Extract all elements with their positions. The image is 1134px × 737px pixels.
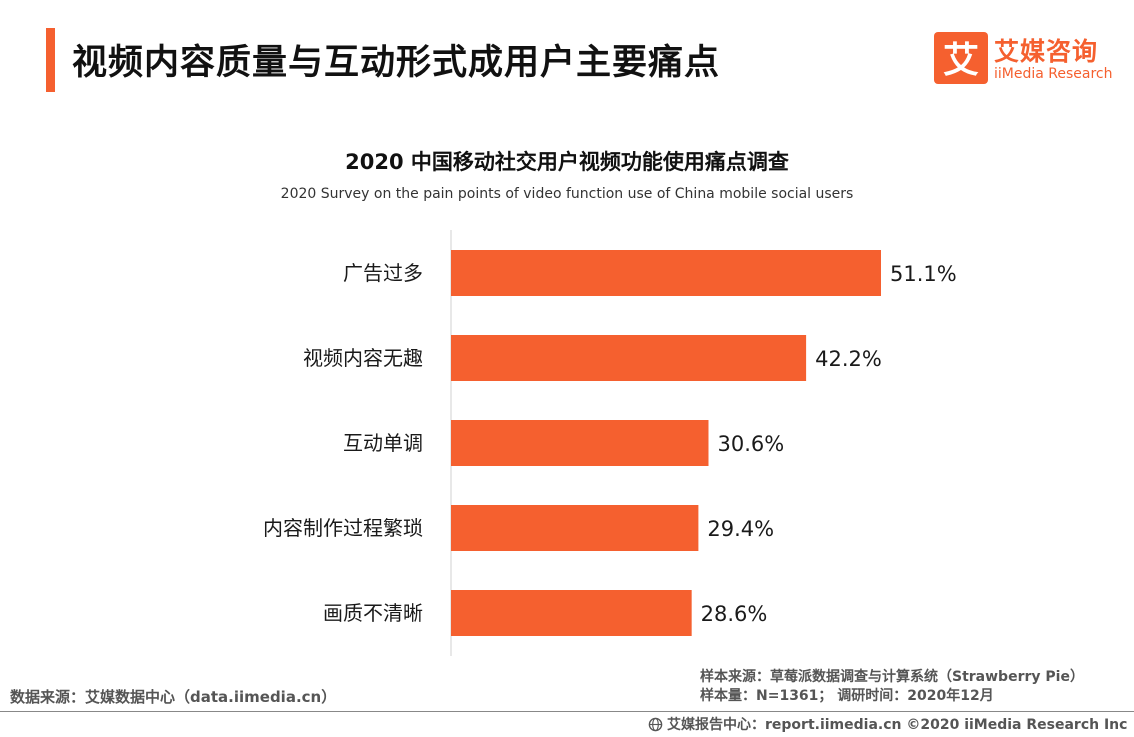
data-label: 51.1% xyxy=(890,262,957,286)
category-label: 内容制作过程繁琐 xyxy=(263,516,423,540)
data-label: 28.6% xyxy=(701,602,768,626)
data-label: 42.2% xyxy=(815,347,882,371)
sample-info: 样本量：N=1361； 调研时间：2020年12月 xyxy=(700,688,994,704)
bar-1 xyxy=(451,250,881,296)
chart-subtitle: 2020 Survey on the pain points of video … xyxy=(280,186,854,202)
bar-3 xyxy=(451,420,709,466)
chart-title: 2020 中国移动社交用户视频功能使用痛点调查 xyxy=(345,150,789,174)
brand-logo: 艾 艾媒咨询 iiMedia Research xyxy=(934,30,1124,90)
category-label: 广告过多 xyxy=(343,261,423,285)
category-label: 互动单调 xyxy=(343,431,423,455)
data-label: 30.6% xyxy=(717,432,784,456)
globe-icon xyxy=(648,717,663,736)
category-label: 视频内容无趣 xyxy=(303,346,423,370)
svg-text:艾: 艾 xyxy=(943,40,979,81)
sample-source: 样本来源：草莓派数据调查与计算系统（Strawberry Pie） xyxy=(700,669,1084,685)
logo-mark: 艾 xyxy=(934,32,988,84)
logo-name-en: iiMedia Research xyxy=(994,66,1113,82)
copyright-text: 艾媒报告中心：report.iimedia.cn ©2020 iiMedia R… xyxy=(667,717,1128,733)
data-label: 29.4% xyxy=(707,517,774,541)
logo-glyph-icon: 艾 xyxy=(943,40,979,81)
bar-4 xyxy=(451,505,699,551)
logo-name-cn: 艾媒咨询 xyxy=(994,37,1099,66)
footer-divider xyxy=(0,711,1134,712)
sample-info-block: 样本来源：草莓派数据调查与计算系统（Strawberry Pie） 样本量：N=… xyxy=(700,668,1084,706)
page-title: 视频内容质量与互动形式成用户主要痛点 xyxy=(72,43,721,83)
data-source: 数据来源：艾媒数据中心（data.iimedia.cn） xyxy=(10,688,337,706)
bar-5 xyxy=(451,590,692,636)
bar-2 xyxy=(451,335,807,381)
title-accent-bar xyxy=(46,28,55,92)
category-label: 画质不清晰 xyxy=(323,601,423,625)
footer-copyright: 艾媒报告中心：report.iimedia.cn ©2020 iiMedia R… xyxy=(648,714,1127,736)
